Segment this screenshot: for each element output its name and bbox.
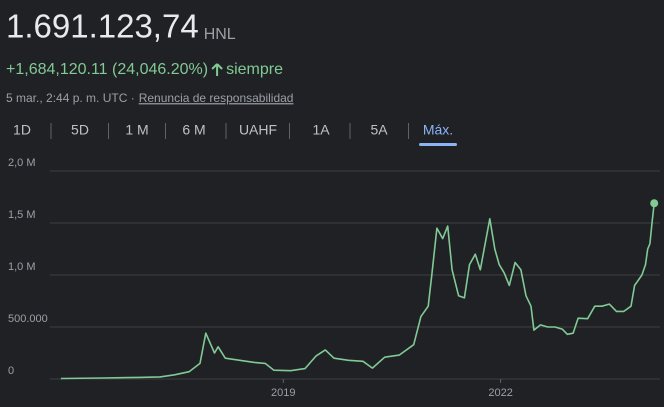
- range-tabs: 1D 5D 1 M 6 M UAHF 1A 5A Máx.: [13, 122, 457, 146]
- up-arrow: [211, 63, 223, 76]
- range-tab[interactable]: 6 M: [182, 122, 205, 138]
- y-tick-label: 0: [8, 365, 14, 377]
- range-tab[interactable]: 5A: [370, 122, 388, 138]
- range-tab[interactable]: UAHF: [239, 122, 277, 138]
- change: +1,684,120.11 (24,046.20%): [6, 61, 208, 78]
- y-tick-label: 2,0 M: [8, 157, 36, 169]
- disclaimer-link[interactable]: Renuncia de responsabilidad: [139, 91, 294, 105]
- price-line: [60, 203, 655, 380]
- x-tick-label: 2022: [488, 387, 512, 399]
- y-tick-label: 1,5 M: [8, 209, 36, 221]
- price: 1.691.123,74: [6, 8, 199, 45]
- timestamp: 5 mar., 2:44 p. m. UTC ·: [6, 91, 135, 105]
- period: siempre: [226, 61, 283, 78]
- currency: HNL: [204, 26, 236, 43]
- range-tab[interactable]: Máx.: [423, 122, 453, 138]
- y-tick-label: 1,0 M: [8, 261, 36, 273]
- range-tab[interactable]: 1 M: [125, 122, 148, 138]
- range-tab[interactable]: 5D: [71, 122, 89, 138]
- plot: 0 500.000 1,0 M 1,5 M 2,0 M 2019 2022: [8, 157, 660, 399]
- x-tick-label: 2019: [271, 387, 295, 399]
- selected-underline: [419, 143, 457, 146]
- range-tab[interactable]: 1D: [13, 122, 31, 138]
- range-tab[interactable]: 1A: [312, 122, 330, 138]
- last-point: [650, 199, 659, 208]
- y-tick-label: 500.000: [8, 313, 48, 325]
